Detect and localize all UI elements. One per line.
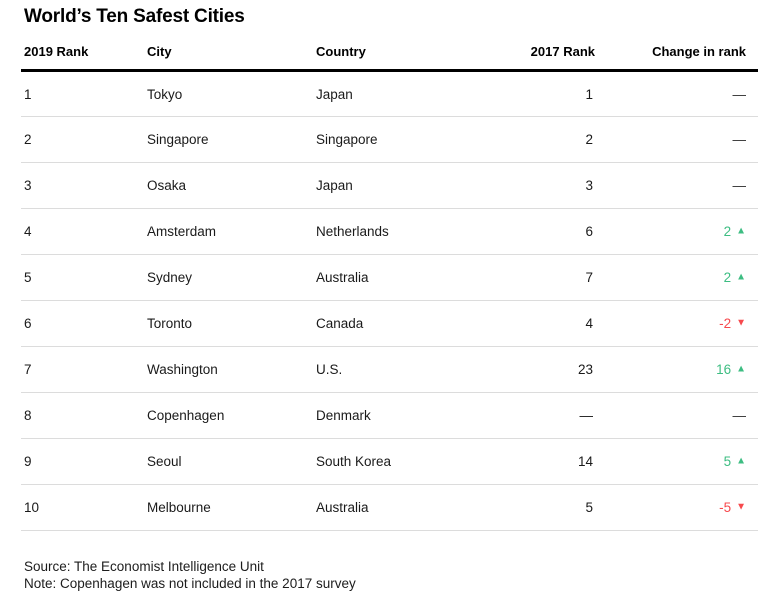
change-indicator: —	[733, 408, 747, 423]
cell-change-in-rank: —	[595, 116, 758, 163]
change-value: 5	[723, 454, 732, 469]
column-header-country: Country	[313, 30, 508, 72]
change-value: 2	[723, 270, 732, 285]
column-header-city: City	[144, 30, 313, 72]
header-row: 2019 Rank City Country 2017 Rank Change in r…	[21, 30, 758, 72]
cell-2017-rank: 1	[508, 70, 595, 117]
cell-city: Melbourne	[144, 484, 313, 531]
down-triangle-icon: ▼	[736, 501, 746, 512]
table-footer: Source: The Economist Intelligence Unit …	[24, 558, 768, 592]
cell-country: Netherlands	[313, 208, 508, 255]
down-triangle-icon: ▼	[736, 317, 746, 328]
column-header-2017-rank: 2017 Rank	[508, 30, 595, 72]
column-header-2019-rank: 2019 Rank	[21, 30, 144, 72]
change-indicator: —	[733, 178, 747, 193]
cell-country: Singapore	[313, 116, 508, 163]
change-value: 16	[716, 362, 732, 377]
table-row: 7 Washington U.S. 23 16 ▲	[21, 346, 758, 393]
cell-change-in-rank: 2 ▲	[595, 254, 758, 301]
cell-city: Osaka	[144, 162, 313, 209]
table-row: 8 Copenhagen Denmark — —	[21, 392, 758, 439]
cell-2019-rank: 2	[21, 116, 144, 163]
cell-2019-rank: 3	[21, 162, 144, 209]
change-value: —	[732, 86, 747, 102]
cell-country: South Korea	[313, 438, 508, 485]
up-triangle-icon: ▲	[736, 225, 746, 236]
table-row: 9 Seoul South Korea 14 5 ▲	[21, 438, 758, 485]
table-row: 3 Osaka Japan 3 —	[21, 162, 758, 209]
table-row: 1 Tokyo Japan 1 —	[21, 70, 758, 117]
cell-2017-rank: 6	[508, 208, 595, 255]
cell-2019-rank: 5	[21, 254, 144, 301]
cell-2017-rank: 5	[508, 484, 595, 531]
cell-country: Australia	[313, 254, 508, 301]
table-row: 5 Sydney Australia 7 2 ▲	[21, 254, 758, 301]
change-value: —	[732, 178, 747, 193]
column-header-change-in-rank: Change in rank	[595, 30, 758, 72]
cell-change-in-rank: -5 ▼	[595, 484, 758, 531]
safest-cities-table: 2019 Rank City Country 2017 Rank Change in r…	[21, 30, 758, 531]
cell-2019-rank: 7	[21, 346, 144, 393]
cell-change-in-rank: 5 ▲	[595, 438, 758, 485]
table-row: 2 Singapore Singapore 2 —	[21, 116, 758, 163]
cell-2017-rank: 23	[508, 346, 595, 393]
change-indicator: -5 ▼	[719, 500, 746, 515]
cell-country: Canada	[313, 300, 508, 347]
cell-2019-rank: 10	[21, 484, 144, 531]
cell-city: Toronto	[144, 300, 313, 347]
cell-change-in-rank: —	[595, 70, 758, 117]
cell-2019-rank: 6	[21, 300, 144, 347]
change-indicator: 16 ▲	[716, 362, 746, 377]
methodology-note: Note: Copenhagen was not included in the…	[24, 576, 356, 591]
cell-2017-rank: 7	[508, 254, 595, 301]
cell-change-in-rank: —	[595, 162, 758, 209]
cell-country: Japan	[313, 162, 508, 209]
cell-country: Denmark	[313, 392, 508, 439]
change-indicator: 2 ▲	[724, 270, 746, 285]
source-note: Source: The Economist Intelligence Unit	[24, 559, 264, 574]
cell-change-in-rank: —	[595, 392, 758, 439]
change-indicator: 5 ▲	[724, 454, 746, 469]
page-title: World’s Ten Safest Cities	[24, 6, 245, 27]
change-value: -5	[719, 500, 732, 515]
cell-country: Japan	[313, 70, 508, 117]
cell-2017-rank: —	[508, 392, 595, 439]
table-row: 10 Melbourne Australia 5 -5 ▼	[21, 484, 758, 531]
cell-2019-rank: 9	[21, 438, 144, 485]
table-header: 2019 Rank City Country 2017 Rank Change in r…	[21, 30, 758, 72]
change-value: —	[732, 132, 747, 147]
cell-city: Singapore	[144, 116, 313, 163]
cell-2019-rank: 8	[21, 392, 144, 439]
cell-2017-rank: 4	[508, 300, 595, 347]
cell-city: Amsterdam	[144, 208, 313, 255]
change-value: 2	[723, 224, 732, 239]
cell-change-in-rank: -2 ▼	[595, 300, 758, 347]
table-row: 4 Amsterdam Netherlands 6 2 ▲	[21, 208, 758, 255]
change-value: —	[732, 408, 747, 423]
cell-city: Washington	[144, 346, 313, 393]
change-indicator: —	[733, 132, 747, 147]
cell-city: Seoul	[144, 438, 313, 485]
cell-country: U.S.	[313, 346, 508, 393]
cell-country: Australia	[313, 484, 508, 531]
cell-city: Tokyo	[144, 70, 313, 117]
cell-2019-rank: 1	[21, 70, 144, 117]
cell-2017-rank: 2	[508, 116, 595, 163]
cell-city: Sydney	[144, 254, 313, 301]
change-indicator: -2 ▼	[719, 316, 746, 331]
up-triangle-icon: ▲	[736, 455, 746, 466]
change-value: -2	[719, 316, 732, 331]
cell-2017-rank: 14	[508, 438, 595, 485]
up-triangle-icon: ▲	[736, 363, 746, 374]
up-triangle-icon: ▲	[736, 271, 746, 282]
table-body: 1 Tokyo Japan 1 — 2 Singapore Singapore …	[21, 70, 758, 531]
cell-2017-rank: 3	[508, 162, 595, 209]
cell-change-in-rank: 2 ▲	[595, 208, 758, 255]
change-indicator: 2 ▲	[724, 224, 746, 239]
cell-city: Copenhagen	[144, 392, 313, 439]
change-indicator: —	[733, 87, 747, 102]
table-row: 6 Toronto Canada 4 -2 ▼	[21, 300, 758, 347]
cell-change-in-rank: 16 ▲	[595, 346, 758, 393]
cell-2019-rank: 4	[21, 208, 144, 255]
